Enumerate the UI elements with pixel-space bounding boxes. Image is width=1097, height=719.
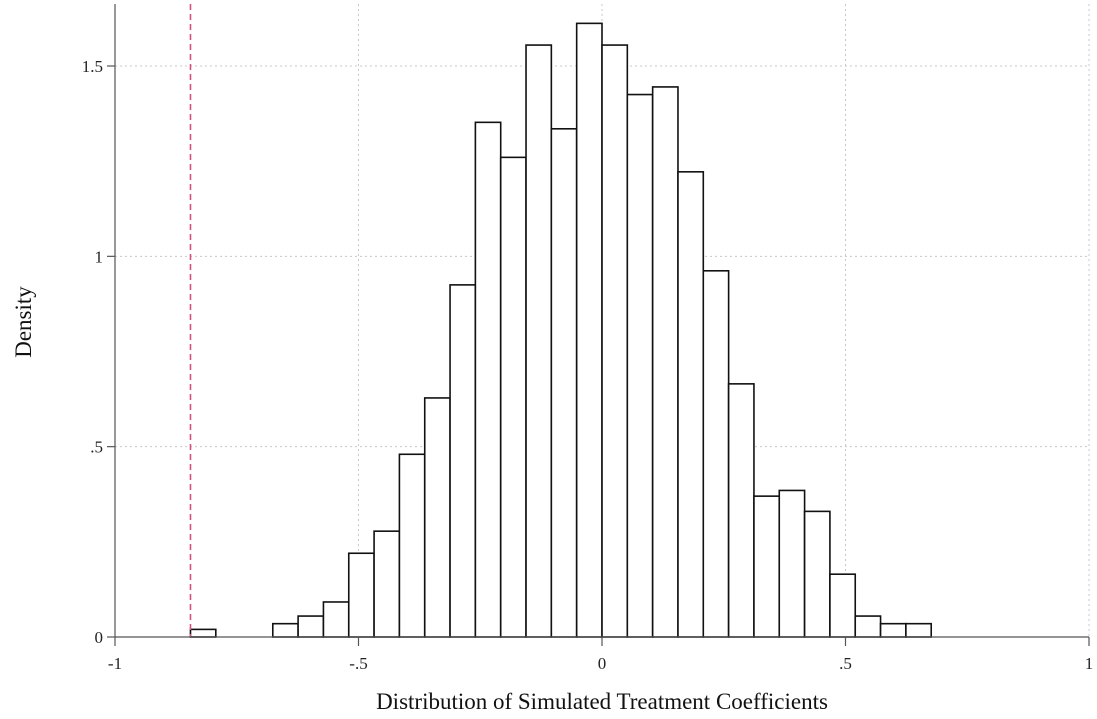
- histogram-bar: [879, 622, 907, 638]
- histogram-bar: [449, 284, 477, 638]
- histogram-bar: [829, 573, 857, 638]
- histogram-bar: [854, 615, 882, 638]
- histogram-bar: [677, 171, 705, 638]
- histogram-bar: [550, 128, 578, 638]
- x-tick-label: -.5: [349, 654, 367, 673]
- histogram-bar: [905, 622, 933, 638]
- y-tick-label: .5: [90, 438, 103, 457]
- y-tick-label: 1: [95, 247, 104, 266]
- bars-layer: [189, 22, 933, 638]
- histogram-bar: [626, 93, 654, 638]
- histogram-bar: [474, 121, 502, 638]
- axis-layer: 0 .5 1 1.5 -1 -.5 0 .5 1: [82, 4, 1094, 673]
- histogram-bar: [373, 530, 401, 638]
- histogram-bar: [499, 156, 527, 638]
- histogram-bar: [803, 510, 831, 638]
- label-layer: Distribution of Simulated Treatment Coef…: [11, 286, 828, 714]
- histogram-bar: [702, 269, 730, 638]
- histogram-bar: [398, 453, 426, 638]
- histogram-bar: [297, 615, 325, 638]
- histogram-bar: [575, 22, 603, 638]
- x-tick-label: .5: [839, 654, 852, 673]
- histogram-bar: [423, 397, 451, 638]
- y-axis-title: Density: [11, 286, 36, 358]
- x-tick-label: 1: [1085, 654, 1094, 673]
- histogram-bar: [778, 489, 806, 638]
- y-tick-label: 1.5: [82, 57, 103, 76]
- y-tick-label: 0: [95, 628, 104, 647]
- histogram-bar: [322, 601, 350, 638]
- histogram-bar: [525, 44, 553, 638]
- histogram-bar: [651, 86, 679, 638]
- x-tick-label: 0: [598, 654, 607, 673]
- histogram-bar: [727, 383, 755, 638]
- x-tick-label: -1: [108, 654, 122, 673]
- histogram-bar: [189, 628, 217, 638]
- histogram-bar: [347, 552, 375, 638]
- histogram-bar: [601, 44, 629, 638]
- histogram-bar: [271, 622, 299, 638]
- x-axis-title: Distribution of Simulated Treatment Coef…: [376, 689, 828, 714]
- histogram-bar: [753, 495, 781, 638]
